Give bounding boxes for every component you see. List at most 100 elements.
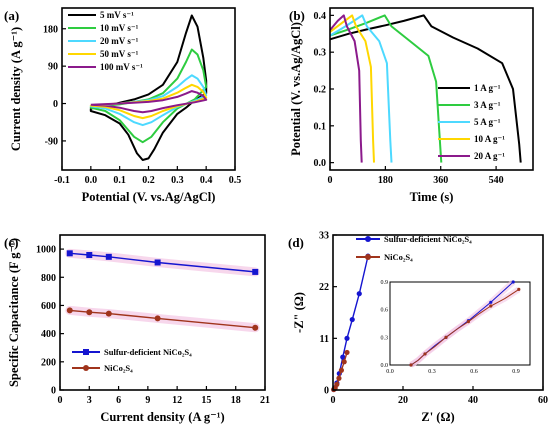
data-point bbox=[344, 335, 350, 341]
legend-label: 20 mV s⁻¹ bbox=[100, 36, 139, 46]
data-point bbox=[338, 367, 344, 373]
data-point bbox=[336, 375, 342, 381]
legend-marker bbox=[83, 349, 89, 355]
inset-x-tick-label: 0.6 bbox=[470, 369, 478, 375]
y-tick-label: 800 bbox=[41, 273, 56, 284]
legend-marker bbox=[83, 365, 89, 371]
y-tick-label: 22 bbox=[319, 282, 329, 293]
series-line bbox=[329, 14, 443, 163]
series-c-0 bbox=[66, 250, 259, 275]
legend-label: NiCo₂S₄ bbox=[384, 252, 413, 262]
data-point bbox=[154, 259, 161, 266]
legend-label: NiCo₂S₄ bbox=[104, 363, 133, 373]
inset-y-tick-label: 0.3 bbox=[381, 335, 389, 341]
y-tick-label: 0.4 bbox=[314, 11, 327, 22]
legend-marker bbox=[365, 254, 371, 260]
inset-point bbox=[511, 280, 515, 284]
x-tick-label: 180 bbox=[378, 175, 393, 186]
series-line bbox=[89, 14, 208, 161]
series-line bbox=[89, 83, 208, 120]
y-tick-label: 200 bbox=[41, 357, 56, 368]
series-line bbox=[329, 14, 363, 163]
data-point bbox=[252, 324, 259, 331]
inset-point bbox=[489, 300, 493, 304]
series-line bbox=[90, 90, 208, 114]
legend-label: Sulfur-deficient NiCo₂S₄ bbox=[104, 347, 192, 357]
x-tick-label: 0.3 bbox=[171, 175, 184, 186]
x-tick-label: 0.0 bbox=[85, 175, 98, 186]
y-tick-label: 600 bbox=[41, 301, 56, 312]
y-axis-label: Current density (A g⁻¹) bbox=[9, 27, 23, 151]
x-tick-label: 60 bbox=[538, 395, 548, 406]
y-tick-label: 0.0 bbox=[314, 158, 327, 169]
x-tick-label: 6 bbox=[116, 395, 121, 406]
x-tick-label: 0 bbox=[58, 395, 63, 406]
x-tick-label: 40 bbox=[468, 395, 478, 406]
series-a-2 bbox=[89, 74, 208, 127]
inset-x-tick-label: 0.3 bbox=[428, 369, 436, 375]
data-point bbox=[344, 349, 350, 356]
x-axis-label: Current density (A g⁻¹) bbox=[100, 410, 224, 424]
legend-label: 10 A g⁻¹ bbox=[474, 134, 505, 144]
axes-frame bbox=[59, 234, 266, 391]
inset-point bbox=[423, 352, 427, 356]
x-axis-label: Z' (Ω) bbox=[421, 410, 454, 424]
x-tick-label: 540 bbox=[489, 175, 504, 186]
x-tick-label: 12 bbox=[172, 395, 182, 406]
series-b-0 bbox=[329, 14, 522, 163]
y-axis-label: Specific Capacitance (F g⁻¹) bbox=[7, 238, 21, 387]
y-tick-label: 0.3 bbox=[314, 48, 327, 59]
inset-line bbox=[410, 288, 520, 366]
series-a-3 bbox=[89, 83, 208, 120]
inset-y-tick-label: 0.9 bbox=[381, 280, 389, 286]
y-axis-label: -Z" (Ω) bbox=[292, 292, 306, 333]
data-point bbox=[334, 381, 340, 387]
legend-marker bbox=[365, 236, 371, 242]
panel-label-b: (b) bbox=[289, 8, 305, 23]
y-tick-label: -90 bbox=[45, 136, 58, 147]
data-point bbox=[154, 315, 161, 322]
y-tick-label: 0 bbox=[324, 386, 329, 397]
series-line bbox=[329, 14, 522, 163]
series-a-4 bbox=[90, 90, 208, 114]
x-tick-label: 0.4 bbox=[200, 175, 213, 186]
y-tick-label: 0.2 bbox=[314, 85, 327, 96]
y-tick-label: 33 bbox=[319, 231, 329, 242]
series-a-0 bbox=[89, 14, 208, 161]
x-tick-label: 9 bbox=[145, 395, 150, 406]
series-b-1 bbox=[329, 14, 443, 163]
x-axis-label: Potential (V. vs.Ag/AgCl) bbox=[82, 190, 216, 204]
panel-label-c: (c) bbox=[4, 235, 18, 250]
series-b-3 bbox=[329, 14, 375, 163]
data-point bbox=[86, 309, 93, 316]
series-b-2 bbox=[329, 14, 393, 163]
x-tick-label: 21 bbox=[260, 395, 270, 406]
inset-y-tick-label: 0.0 bbox=[381, 363, 389, 369]
x-tick-label: 20 bbox=[398, 395, 408, 406]
inset-point bbox=[409, 363, 413, 367]
series-line bbox=[89, 74, 208, 127]
legend-label: 100 mV s⁻¹ bbox=[100, 62, 143, 72]
series-b-4 bbox=[329, 14, 363, 163]
legend-a: 5 mV s⁻¹ 10 mV s⁻¹ 20 mV s⁻¹ 50 mV s⁻¹ 100 m… bbox=[68, 10, 143, 72]
data-point bbox=[66, 307, 73, 314]
series-line bbox=[69, 309, 256, 329]
series-a-1 bbox=[89, 48, 208, 144]
legend-label: 10 mV s⁻¹ bbox=[100, 23, 139, 33]
series-line bbox=[69, 252, 256, 273]
y-tick-label: 90 bbox=[48, 62, 58, 73]
panel-label-a: (a) bbox=[4, 8, 19, 23]
inset-plot: 0.0 0.3 0.6 0.9 0.0 0.3 0.6 0.9 bbox=[381, 279, 531, 375]
series-line bbox=[329, 14, 375, 163]
inset-point bbox=[489, 304, 493, 308]
data-point bbox=[86, 252, 93, 259]
data-point bbox=[349, 316, 355, 323]
y-tick-label: 0 bbox=[53, 99, 58, 110]
y-tick-label: 0 bbox=[51, 386, 56, 397]
data-point bbox=[105, 310, 112, 317]
legend-label: 5 mV s⁻¹ bbox=[100, 10, 134, 20]
legend-c: Sulfur-deficient NiCo₂S₄ NiCo₂S₄ bbox=[72, 347, 192, 373]
x-tick-label: 3 bbox=[87, 395, 92, 406]
inset-x-tick-label: 0.9 bbox=[512, 369, 520, 375]
